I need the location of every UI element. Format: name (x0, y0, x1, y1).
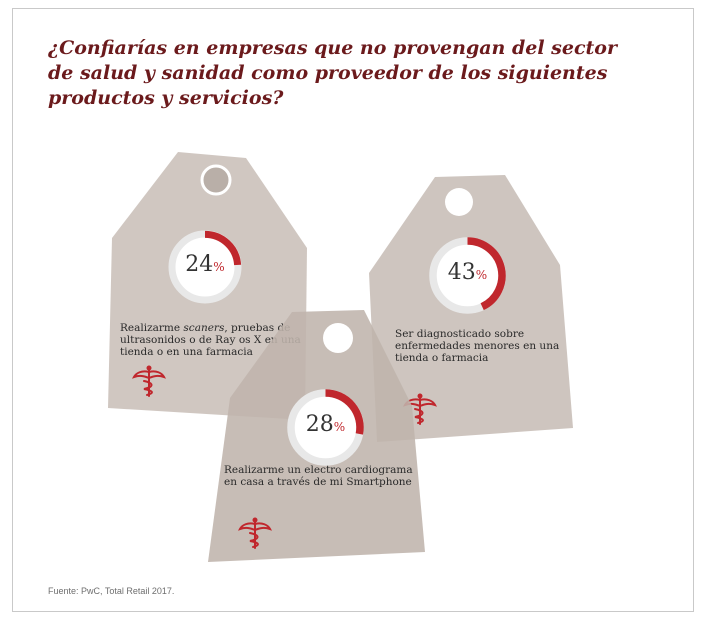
tag-hole (200, 164, 232, 196)
infographic-frame (12, 8, 694, 612)
donut-chart (168, 230, 242, 304)
tag-hole (323, 323, 353, 353)
source-note: Fuente: PwC, Total Retail 2017. (48, 586, 175, 596)
tag-description: Ser diagnosticado sobre enfermedades men… (395, 328, 560, 364)
donut-value-arc (325, 389, 364, 435)
page-title: ¿Confiarías en empresas que no provengan… (48, 37, 617, 109)
tag-description: Realizarme un electro cardiograma en cas… (224, 464, 413, 488)
caduceus-icon (238, 517, 272, 549)
percent-label: 28% (278, 412, 373, 437)
percent-value: 28 (305, 412, 334, 437)
percent-sign: % (213, 260, 225, 274)
percent-label: 43% (420, 260, 515, 285)
percent-value: 24 (185, 252, 214, 277)
tag-description: Realizarme scaners, pruebas de ultrasoni… (120, 322, 301, 358)
tag-electrocardiogram: 28% Realizarme un electro cardiograma en… (200, 308, 432, 570)
percent-value: 43 (447, 260, 476, 285)
donut-chart (287, 389, 364, 466)
tag-scanners: 24% Realizarme scaners, pruebas de ultra… (100, 150, 320, 425)
percent-sign: % (333, 420, 346, 434)
caduceus-icon (132, 365, 166, 397)
tag-hole (445, 188, 473, 216)
donut-value-arc (467, 237, 506, 311)
percent-sign: % (475, 268, 488, 282)
donut-chart (429, 237, 506, 314)
donut-value-arc (204, 230, 242, 266)
tag-diagnosis: 43% Ser diagnosticado sobre enfermedades… (365, 170, 580, 445)
percent-label: 24% (160, 252, 250, 277)
